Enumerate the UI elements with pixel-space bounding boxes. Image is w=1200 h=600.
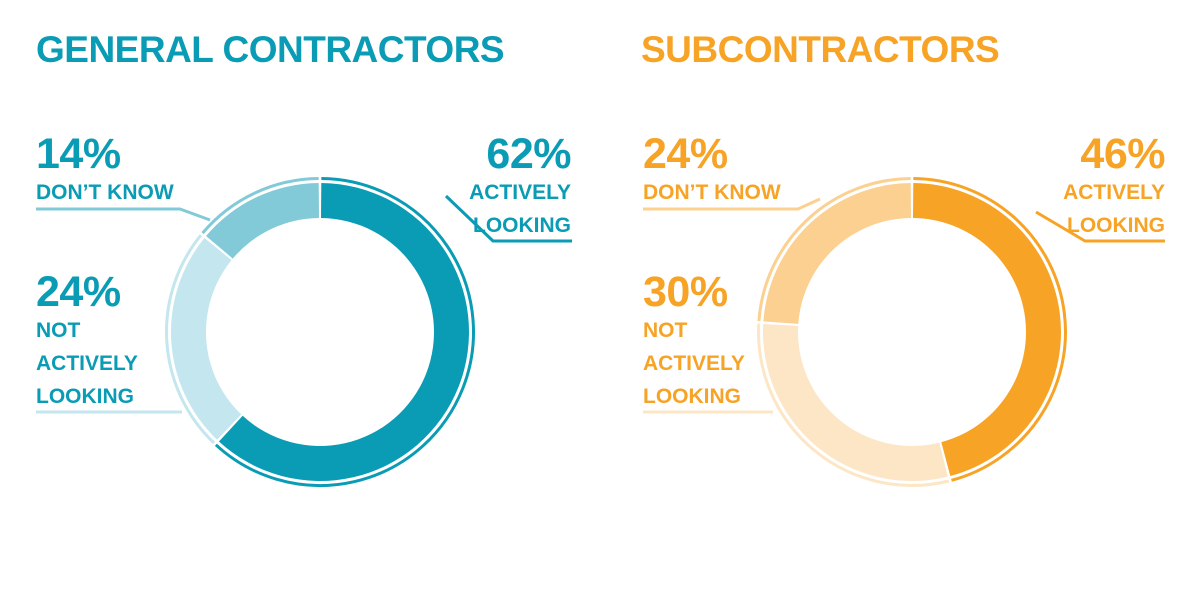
slice-label-line: ACTIVELY	[1063, 181, 1165, 204]
slice-percent: 62%	[486, 130, 571, 178]
slice-label-line: DON’T KNOW	[36, 181, 174, 204]
donut-slice-outline-dont-know	[757, 177, 911, 322]
leader-line-dont-know	[36, 207, 211, 222]
slice-label-line: NOT	[643, 319, 688, 342]
donut-slice-not-actively-looking	[763, 323, 948, 481]
slice-label-line: LOOKING	[36, 385, 134, 408]
slice-label-sub-not-actively-looking: 30% NOT ACTIVELY LOOKING	[643, 270, 745, 413]
slice-percent: 24%	[36, 268, 121, 316]
slice-percent: 14%	[36, 130, 121, 178]
donut-slice-outline-dont-know	[201, 177, 319, 235]
slice-percent: 24%	[643, 130, 728, 178]
slice-label-line: ACTIVELY	[36, 352, 138, 375]
donut-slice-outline-not-actively-looking	[757, 323, 950, 487]
donut-slice-not-actively-looking	[171, 238, 242, 440]
donut-slice-dont-know	[206, 183, 320, 259]
slice-percent: 46%	[1080, 130, 1165, 178]
slice-label-sub-actively-looking: 46% ACTIVELY LOOKING	[1063, 132, 1165, 242]
slice-label-line: NOT	[36, 319, 81, 342]
donut-slice-actively-looking	[912, 183, 1061, 476]
donut-slice-outline-actively-looking	[214, 177, 475, 487]
slice-percent: 30%	[643, 268, 728, 316]
leader-line-actively-looking	[444, 194, 572, 243]
slice-label-gc-dont-know: 14% DON’T KNOW	[36, 132, 174, 209]
slice-label-line: ACTIVELY	[643, 352, 745, 375]
slice-label-gc-not-actively-looking: 24% NOT ACTIVELY LOOKING	[36, 270, 138, 413]
leader-line-dont-know	[643, 197, 821, 211]
donut-slice-outline-not-actively-looking	[165, 234, 215, 445]
slice-label-line: LOOKING	[643, 385, 741, 408]
slice-label-line: LOOKING	[1067, 214, 1165, 237]
chart-title-subcontractors: SUBCONTRACTORS	[641, 29, 1000, 70]
slice-label-sub-dont-know: 24% DON’T KNOW	[643, 132, 781, 209]
chart-title-general-contractors: GENERAL CONTRACTORS	[36, 29, 505, 70]
slice-label-line: DON’T KNOW	[643, 181, 781, 204]
slice-label-line: LOOKING	[473, 214, 571, 237]
donut-slice-actively-looking	[218, 183, 469, 481]
leader-line-actively-looking	[1035, 210, 1165, 243]
donut-slice-dont-know	[763, 183, 912, 324]
slice-label-line: ACTIVELY	[469, 181, 571, 204]
donut-slice-outline-actively-looking	[913, 177, 1067, 482]
slice-label-gc-actively-looking: 62% ACTIVELY LOOKING	[469, 132, 571, 242]
